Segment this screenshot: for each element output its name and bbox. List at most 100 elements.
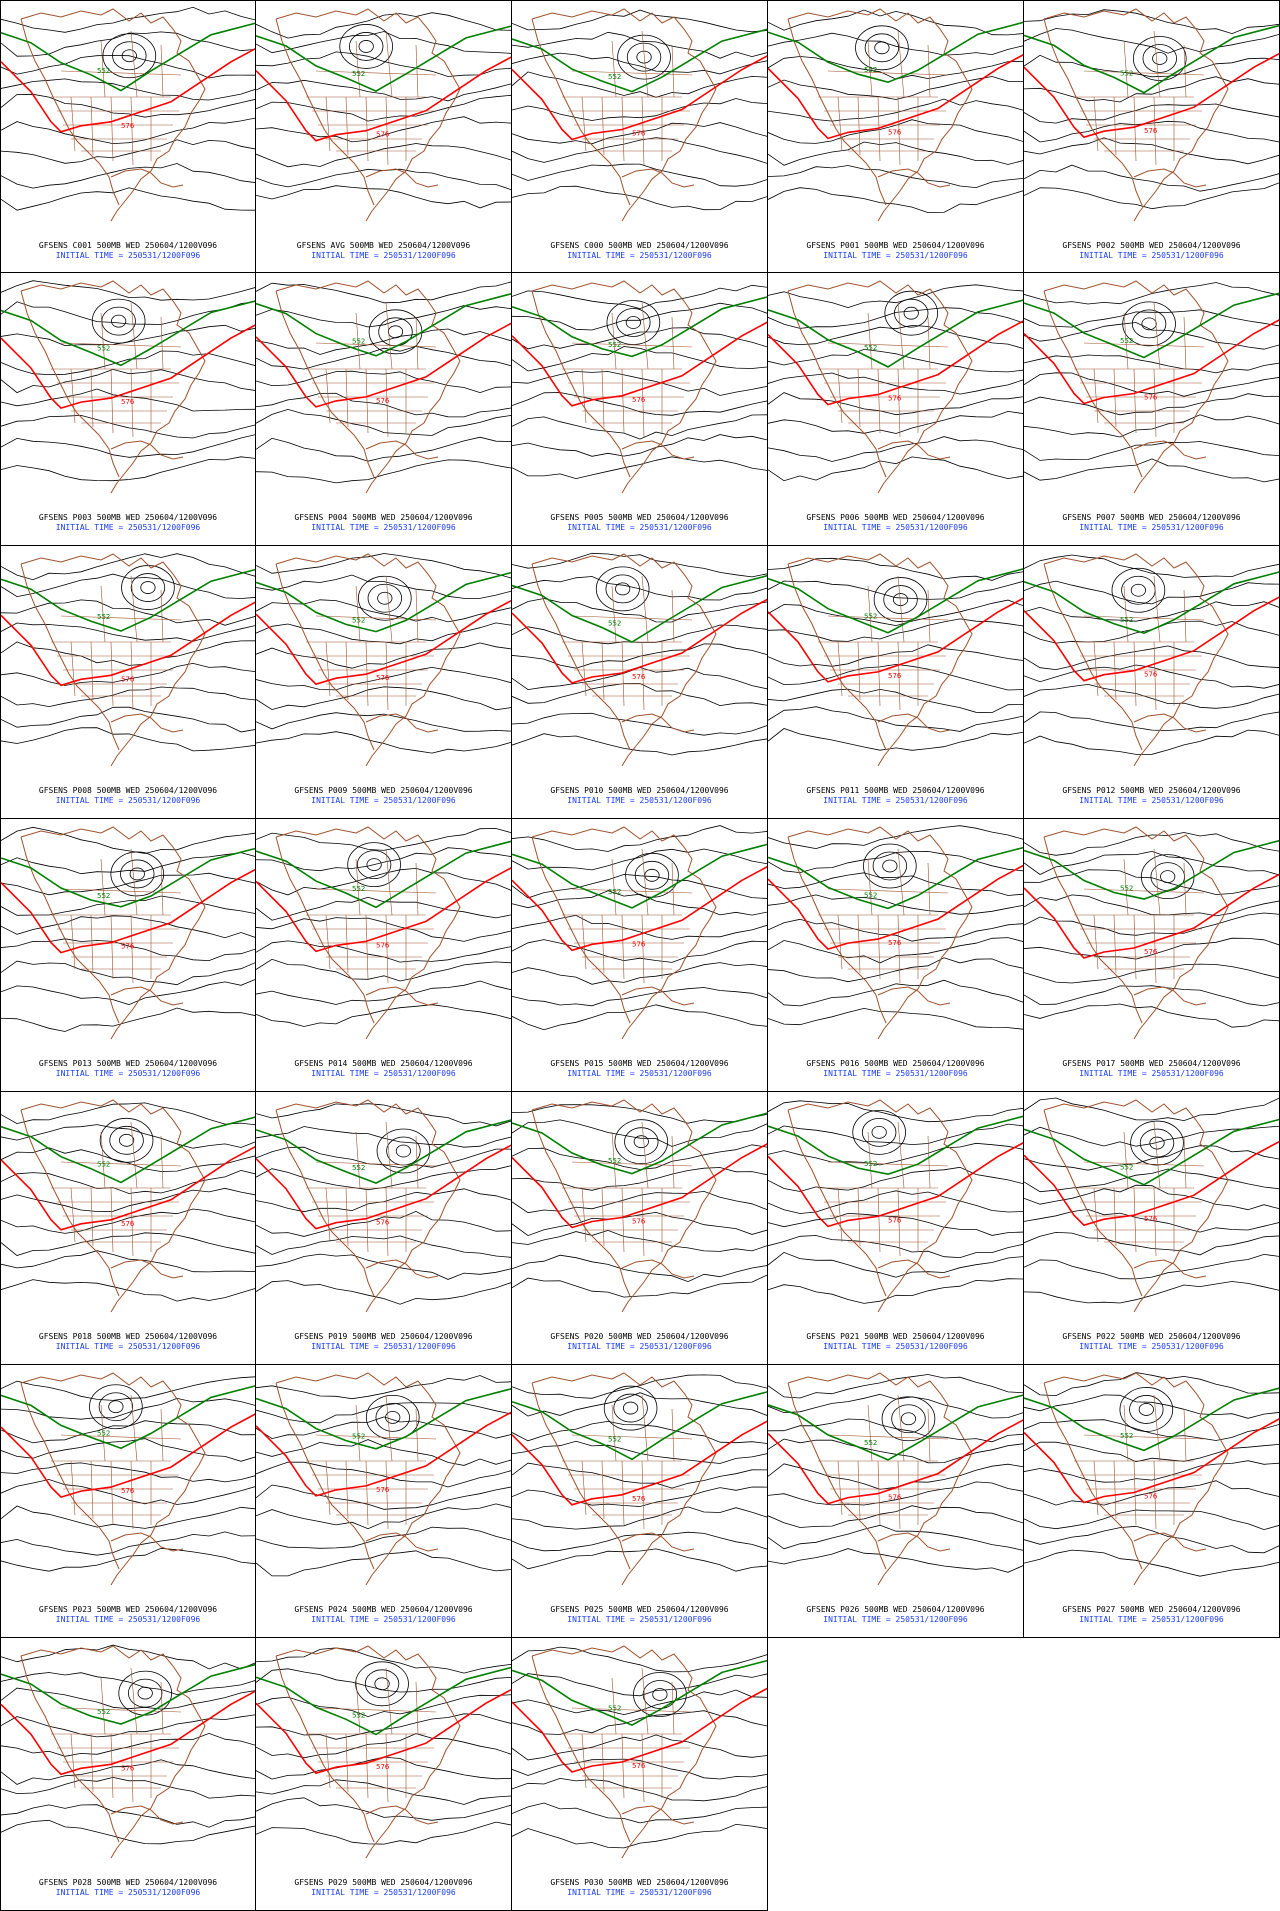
closed-low-contour [1160, 870, 1176, 884]
closed-low-contour [99, 1117, 154, 1163]
coastline [1043, 1099, 1229, 1313]
panel-init-time: INITIAL TIME = 250531/1200F096 [55, 1888, 201, 1897]
contour-label-576: 576 [376, 131, 390, 139]
closed-low-contour [375, 1403, 410, 1432]
coastline [531, 553, 717, 767]
panel-title: GFSENS P002 500MB WED 250604/1200V096 [1062, 241, 1241, 250]
panel-init-time: INITIAL TIME = 250531/1200F096 [55, 1342, 201, 1351]
contour-552 [1, 847, 255, 908]
panel-init-time: INITIAL TIME = 250531/1200F096 [823, 1615, 968, 1624]
panel-title: GFSENS P007 500MB WED 250604/1200V096 [1062, 513, 1241, 522]
closed-low-contour [616, 308, 651, 337]
contour-label-552: 552 [1120, 337, 1133, 345]
contour-label-552: 552 [608, 620, 621, 628]
closed-low-contour [118, 1133, 135, 1147]
ensemble-panel: 552 576 GFSENS P016 500MB WED 250604/1200V… [768, 819, 1024, 1092]
panel-title: GFSENS P009 500MB WED 250604/1200V096 [294, 786, 473, 795]
height-map: 552 576 [512, 1645, 767, 1859]
panel-title: GFSENS P008 500MB WED 250604/1200V096 [38, 786, 218, 795]
closed-low-contour [1138, 1403, 1154, 1416]
panel-init-time: INITIAL TIME = 250531/1200F096 [1079, 523, 1224, 532]
contour-label-552: 552 [1120, 69, 1133, 77]
panel-init-time: INITIAL TIME = 250531/1200F096 [823, 1069, 968, 1078]
contour-552 [512, 1112, 767, 1175]
panel-init-time: INITIAL TIME = 250531/1200F096 [567, 1888, 712, 1897]
contour-label-552: 552 [97, 1161, 110, 1169]
contour-552 [512, 843, 767, 909]
panel-init-time: INITIAL TIME = 250531/1200F096 [55, 1069, 201, 1078]
height-map: 552 576 [1024, 826, 1279, 1040]
panel-title: GFSENS P015 500MB WED 250604/1200V096 [550, 1059, 729, 1068]
contour-552 [1024, 1387, 1279, 1452]
contour-label-576: 576 [376, 397, 390, 405]
contour-label-576: 576 [1144, 127, 1158, 135]
closed-low-contour [883, 585, 918, 614]
closed-low-contour [884, 290, 939, 336]
height-map: 552 576 [512, 552, 767, 767]
contour-label-576: 576 [376, 941, 390, 949]
panel-title: GFSENS P017 500MB WED 250604/1200V096 [1062, 1059, 1241, 1068]
contour-label-576: 576 [632, 1762, 646, 1770]
contour-label-552: 552 [608, 1436, 621, 1444]
closed-low-contour [112, 41, 147, 71]
height-map: 552 576 [1, 1099, 255, 1313]
ensemble-panel: 552 576 GFSENS P023 500MB WED 250604/1200V… [0, 1365, 256, 1638]
height-contours [1024, 1097, 1279, 1304]
panel-init-time: INITIAL TIME = 250531/1200F096 [311, 251, 456, 260]
closed-low-contour [894, 298, 929, 328]
closed-low-contour [1111, 567, 1166, 613]
closed-low-contour [111, 314, 127, 328]
contour-552 [512, 1391, 767, 1461]
ensemble-panel: 552 576 GFSENS P017 500MB WED 250604/1200V… [1024, 819, 1280, 1092]
height-contours [768, 825, 1023, 1030]
closed-low-contour [874, 41, 890, 55]
closed-low-contour [900, 1412, 917, 1426]
ensemble-panel: 552 576 GFSENS P012 500MB WED 250604/1200V… [1024, 546, 1280, 819]
contour-576 [768, 1142, 1023, 1228]
contour-552 [768, 1394, 1023, 1461]
panel-title: GFSENS P028 500MB WED 250604/1200V096 [38, 1878, 218, 1887]
contour-576 [256, 56, 511, 142]
panel-title: GFSENS P013 500MB WED 250604/1200V096 [38, 1059, 218, 1068]
panel-title: GFSENS P019 500MB WED 250604/1200V096 [294, 1332, 473, 1341]
contour-576 [512, 865, 767, 952]
height-map: 552 576 [768, 1099, 1023, 1313]
height-contours [1, 826, 255, 1032]
height-contours [512, 825, 767, 1031]
closed-low-contour [356, 850, 392, 880]
contour-576 [256, 599, 511, 686]
closed-low-contour [595, 566, 650, 612]
contour-552 [1, 300, 255, 367]
coastline [20, 553, 206, 767]
height-contours [256, 281, 511, 484]
panel-init-time: INITIAL TIME = 250531/1200F096 [567, 523, 712, 532]
contour-552 [768, 1115, 1023, 1176]
contour-576 [1, 868, 255, 954]
panel-title: GFSENS P030 500MB WED 250604/1200V096 [550, 1878, 729, 1887]
contour-label-552: 552 [352, 616, 365, 624]
closed-low-contour [852, 1109, 906, 1155]
ensemble-panel: 552 576 GFSENS P026 500MB WED 250604/1200V… [768, 1365, 1024, 1638]
contour-label-552: 552 [608, 1157, 621, 1165]
height-contours [1, 1376, 255, 1572]
contour-552 [256, 25, 511, 92]
contour-552 [256, 1666, 511, 1736]
coastline [275, 1645, 461, 1859]
closed-low-contour [634, 860, 670, 890]
height-contours [1024, 9, 1279, 210]
contour-label-552: 552 [97, 1708, 110, 1716]
panel-init-time: INITIAL TIME = 250531/1200F096 [311, 1069, 456, 1078]
contour-552 [1024, 24, 1279, 94]
coastline [531, 1099, 717, 1313]
ensemble-panel: 552 576 GFSENS P015 500MB WED 250604/1200V… [512, 819, 768, 1092]
contour-552 [256, 840, 511, 909]
panel-init-time: INITIAL TIME = 250531/1200F096 [1079, 796, 1224, 805]
ensemble-panel: 552 576 GFSENS P028 500MB WED 250604/1200V… [0, 1638, 256, 1911]
contour-label-552: 552 [1120, 885, 1133, 893]
coastline [787, 8, 973, 222]
panel-init-time: INITIAL TIME = 250531/1200F096 [55, 1615, 201, 1624]
panel-init-time: INITIAL TIME = 250531/1200F096 [55, 251, 201, 260]
contour-label-552: 552 [352, 1433, 365, 1441]
contour-552 [512, 574, 767, 644]
contour-576 [768, 320, 1023, 406]
